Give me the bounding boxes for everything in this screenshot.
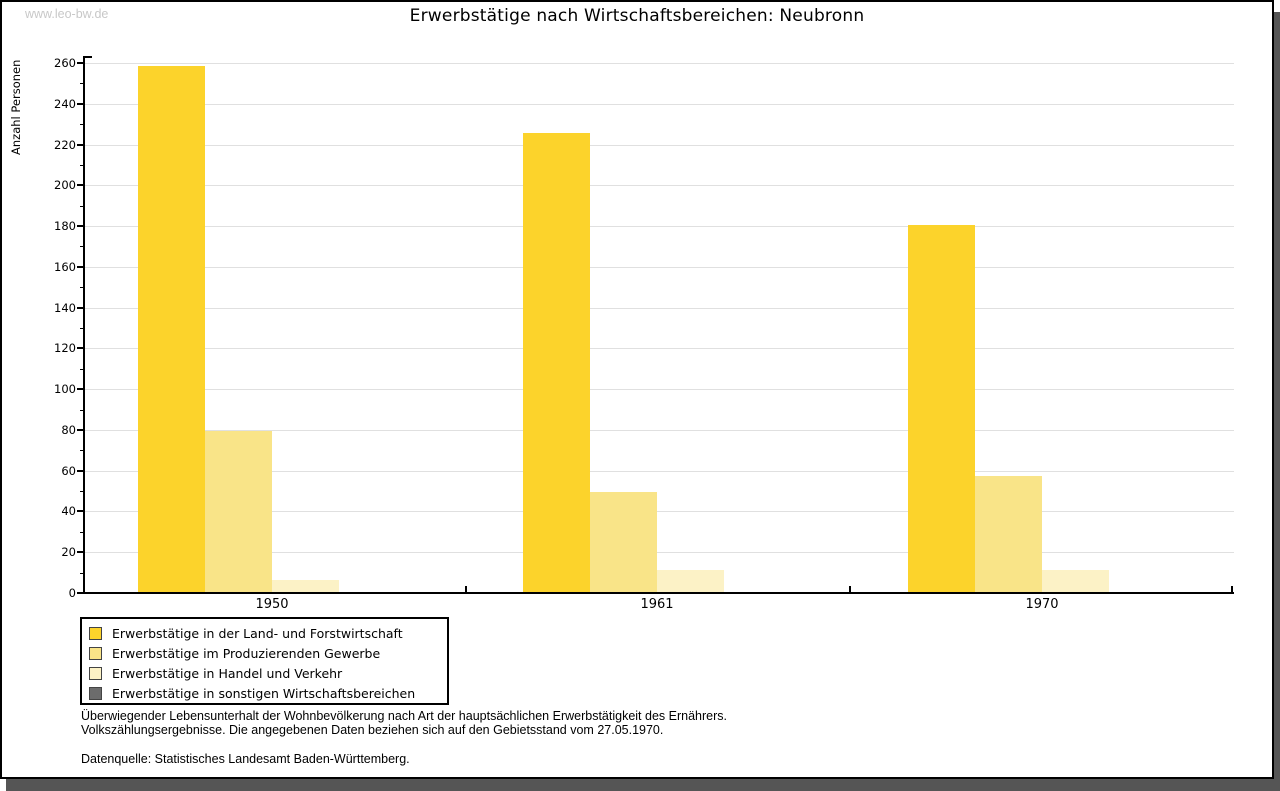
y-major-tick [77,225,84,227]
y-tick-label: 20 [61,545,76,559]
bar-1950-s1 [138,66,205,592]
y-minor-tick [80,491,84,492]
legend-swatch [89,626,102,640]
y-major-tick [77,62,84,64]
y-minor-tick [80,573,84,574]
y-major-tick [77,470,84,472]
legend-item: Erwerbstätige in sonstigen Wirtschaftsbe… [89,683,439,703]
gridline [85,430,1234,431]
legend-label: Erwerbstätige in der Land- und Forstwirt… [112,625,403,641]
y-tick-label: 160 [54,260,76,274]
gridline [85,471,1234,472]
gridline [85,104,1234,105]
footnote-line-1: Überwiegender Lebensunterhalt der Wohnbe… [81,709,727,723]
gridline [85,511,1234,512]
y-tick-label: 80 [61,423,76,437]
bar-1961-s2 [590,492,657,592]
y-major-tick [77,510,84,512]
gridline [85,185,1234,186]
gridline [85,308,1234,309]
y-minor-tick [80,165,84,166]
legend-item: Erwerbstätige in Handel und Verkehr [89,663,439,683]
gridline [85,226,1234,227]
bar-1970-s3 [1042,570,1109,592]
y-tick-label: 200 [54,178,76,192]
y-major-tick [77,144,84,146]
plot-area: 0 20 40 60 80 100 120 140 160 180 200 220 240 260 1950… [2,2,1274,779]
x-tick [465,586,467,592]
y-tick-label: 100 [54,382,76,396]
legend-swatch [89,646,102,660]
bar-1950-s3 [272,580,339,592]
legend-item: Erwerbstätige im Produzierenden Gewerbe [89,643,439,663]
y-axis-line [83,56,85,594]
y-major-tick [77,592,84,594]
y-minor-tick [80,410,84,411]
gridline [85,552,1234,553]
x-tick [1231,586,1233,592]
legend-label: Erwerbstätige in Handel und Verkehr [112,665,343,681]
y-minor-tick [80,328,84,329]
y-tick-label: 180 [54,219,76,233]
y-tick-label: 140 [54,301,76,315]
y-major-tick [77,551,84,553]
y-tick-label: 0 [68,586,76,600]
legend-swatch [89,666,102,680]
y-major-tick [77,307,84,309]
gridline [85,348,1234,349]
y-major-tick [77,266,84,268]
y-tick-label: 260 [54,56,76,70]
y-minor-tick [80,83,84,84]
y-minor-tick [80,124,84,125]
y-major-tick [77,429,84,431]
bar-1970-s2 [975,476,1042,592]
y-major-tick [77,388,84,390]
x-tick [849,586,851,592]
legend-label: Erwerbstätige in sonstigen Wirtschaftsbe… [112,685,416,701]
bar-1961-s1 [523,133,590,592]
gridline [85,267,1234,268]
watermark: www.leo-bw.de [25,7,109,21]
y-axis-end-cap [83,56,92,58]
y-minor-tick [80,246,84,247]
footnote-line-2: Volkszählungsergebnisse. Die angegebenen… [81,722,664,737]
y-major-tick [77,103,84,105]
y-minor-tick [80,287,84,288]
x-category-label: 1950 [255,597,289,612]
y-tick-label: 240 [54,97,76,111]
y-minor-tick [80,206,84,207]
gridline [85,389,1234,390]
y-major-tick [77,347,84,349]
gridline [85,145,1234,146]
x-axis-line [83,592,1234,594]
bar-1961-s3 [657,570,724,592]
y-tick-label: 60 [61,464,76,478]
y-tick-label: 220 [54,138,76,152]
y-minor-tick [80,369,84,370]
y-tick-label: 120 [54,341,76,355]
legend-item: Erwerbstätige in der Land- und Forstwirt… [89,623,439,643]
chart-title: Erwerbstätige nach Wirtschaftsbereichen:… [409,6,865,26]
y-minor-tick [80,532,84,533]
footnote: Überwiegender Lebensunterhalt der Wohnbe… [81,709,727,737]
legend-swatch [89,686,102,700]
bar-1970-s1 [908,225,975,592]
y-major-tick [77,184,84,186]
gridline [85,63,1234,64]
bar-1950-s2 [205,431,272,592]
data-source: Datenquelle: Statistisches Landesamt Bad… [81,752,410,766]
y-tick-label: 40 [61,504,76,518]
legend: Erwerbstätige in der Land- und Forstwirt… [80,617,449,705]
x-category-label: 1970 [1025,597,1059,612]
y-minor-tick [80,450,84,451]
legend-label: Erwerbstätige im Produzierenden Gewerbe [112,645,381,661]
x-category-label: 1961 [640,597,674,612]
